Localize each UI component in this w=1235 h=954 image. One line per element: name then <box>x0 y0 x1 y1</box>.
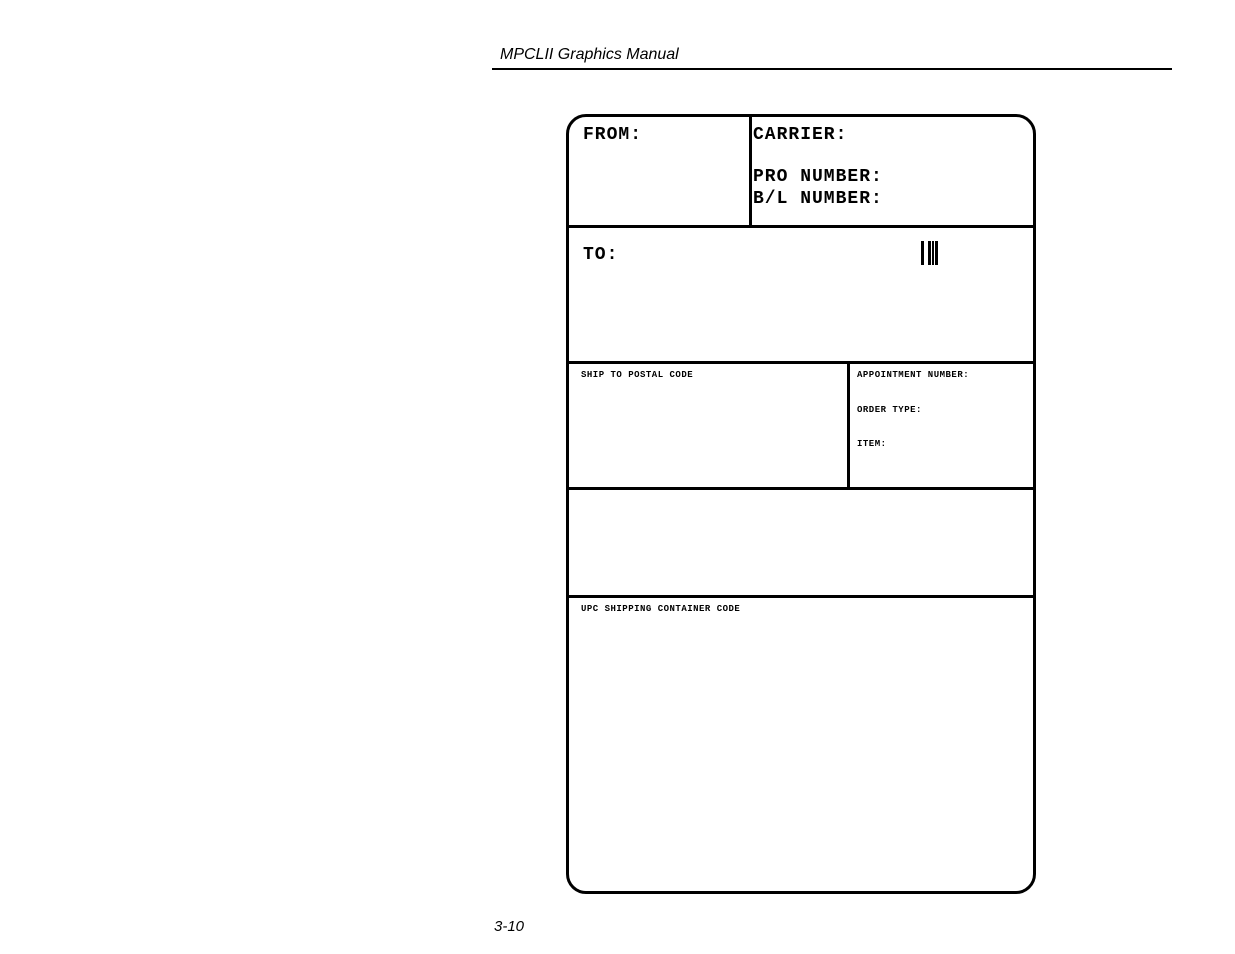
carrier-label: CARRIER: <box>753 125 847 145</box>
from-label: FROM: <box>583 125 642 145</box>
horizontal-divider-2 <box>569 361 1033 364</box>
horizontal-divider-1 <box>569 225 1033 228</box>
appointment-number-label: APPOINTMENT NUMBER: <box>857 370 969 380</box>
bl-number-label: B/L NUMBER: <box>753 189 883 209</box>
vertical-divider-2 <box>847 363 850 487</box>
ship-to-postal-label: SHIP TO POSTAL CODE <box>581 370 693 380</box>
header-divider <box>492 68 1172 70</box>
upc-container-label: UPC SHIPPING CONTAINER CODE <box>581 604 740 614</box>
horizontal-divider-3 <box>569 487 1033 490</box>
shipping-label: FROM: CARRIER: PRO NUMBER: B/L NUMBER: T… <box>566 114 1036 894</box>
order-type-label: ORDER TYPE: <box>857 405 922 415</box>
manual-title: MPCLII Graphics Manual <box>500 46 679 64</box>
to-label: TO: <box>583 245 618 265</box>
pro-number-label: PRO NUMBER: <box>753 167 883 187</box>
horizontal-divider-4 <box>569 595 1033 598</box>
item-label: ITEM: <box>857 439 887 449</box>
vertical-divider-1 <box>749 117 752 225</box>
page-number: 3-10 <box>494 918 524 935</box>
barcode-icon <box>921 241 938 265</box>
